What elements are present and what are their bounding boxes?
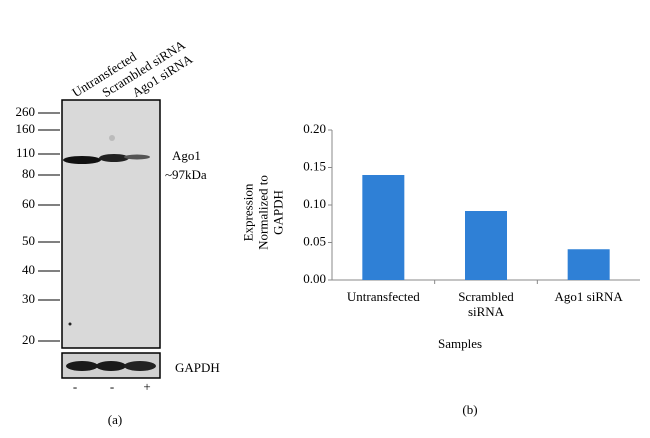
x-tick-label: Scrambled siRNA bbox=[458, 289, 514, 319]
y-tick-label: 0.10 bbox=[303, 196, 326, 211]
x-tick-label: Ago1 siRNA bbox=[554, 289, 623, 304]
y-axis-title: Expression Normalized to GAPDH bbox=[240, 175, 286, 250]
target-size: ~97kDa bbox=[165, 167, 207, 182]
x-tick-label: Untransfected bbox=[346, 289, 420, 304]
caption: (b) bbox=[462, 402, 477, 417]
band bbox=[66, 361, 98, 371]
marker-label: 80 bbox=[22, 166, 35, 181]
artifact bbox=[109, 135, 115, 141]
blot-membrane bbox=[61, 99, 161, 349]
y-tick-label: 0.15 bbox=[303, 158, 326, 173]
control-label: GAPDH bbox=[175, 360, 220, 375]
marker-label: 30 bbox=[22, 291, 35, 306]
treatment-label: + bbox=[143, 379, 150, 394]
y-tick-label: 0.20 bbox=[303, 121, 326, 136]
x-axis-title: Samples bbox=[438, 336, 482, 351]
marker-label: 60 bbox=[22, 196, 35, 211]
bar bbox=[465, 211, 507, 280]
target-label: Ago1 bbox=[172, 148, 201, 163]
bar bbox=[567, 249, 610, 280]
marker-label: 20 bbox=[22, 332, 35, 347]
y-tick-label: 0.05 bbox=[303, 233, 326, 248]
band bbox=[96, 361, 126, 371]
treatment-label: - bbox=[110, 379, 114, 394]
artifact bbox=[68, 322, 72, 326]
marker-label: 110 bbox=[16, 145, 35, 160]
bar bbox=[362, 175, 405, 280]
band bbox=[124, 154, 150, 160]
marker-label: 50 bbox=[22, 233, 35, 248]
treatment-label: - bbox=[73, 379, 77, 394]
marker-label: 40 bbox=[22, 262, 35, 277]
marker-label: 160 bbox=[16, 121, 36, 136]
band bbox=[99, 154, 129, 162]
band bbox=[124, 361, 156, 371]
y-tick-label: 0.00 bbox=[303, 271, 326, 286]
band bbox=[63, 156, 101, 164]
marker-label: 260 bbox=[16, 104, 36, 119]
caption: (a) bbox=[108, 412, 122, 427]
